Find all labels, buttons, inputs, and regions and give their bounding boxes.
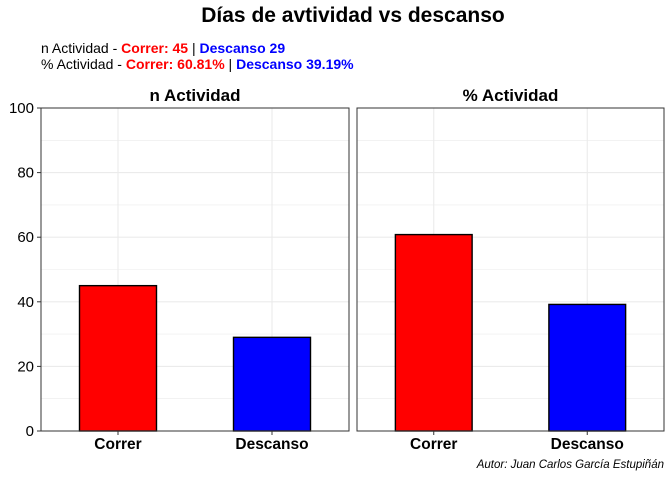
bar-correr	[78, 284, 158, 432]
panel-border	[40, 107, 350, 432]
subtitle-2-prefix: % Actividad -	[41, 56, 126, 72]
x-tick-label: Descanso	[551, 436, 624, 453]
y-tick-label: 0	[26, 423, 34, 440]
subtitle-1-separator: |	[188, 40, 200, 56]
bar-descanso	[548, 303, 627, 432]
subtitle-2-descanso: Descanso 39.19%	[236, 56, 354, 72]
subtitle-2-separator: |	[224, 56, 237, 72]
subtitle-1-prefix: n Actividad -	[41, 40, 122, 56]
x-tick-label: Correr	[94, 436, 141, 453]
subtitle-line-2: % Actividad - Correr: 60.81% | Descanso …	[41, 56, 354, 72]
x-tick-label: Correr	[410, 436, 457, 453]
author-caption: Autor: Juan Carlos García Estupiñán	[476, 459, 664, 471]
subtitle-1-descanso: Descanso 29	[199, 40, 286, 56]
panel-title: n Actividad	[150, 86, 241, 105]
chart-title: Días de avtividad vs descanso	[201, 4, 505, 27]
subtitle-line-1: n Actividad - Correr: 45 | Descanso 29	[41, 40, 285, 56]
x-tick-label: Descanso	[235, 436, 308, 453]
y-tick-label: 60	[17, 229, 34, 246]
y-tick-label: 40	[17, 294, 34, 311]
panel-title: % Actividad	[463, 86, 559, 105]
subtitle-1-correr: Correr: 45	[121, 40, 189, 56]
bar-correr	[394, 233, 473, 432]
subtitle-2-correr: Correr: 60.81%	[125, 56, 225, 72]
y-tick-label: 100	[9, 100, 34, 117]
panel-border	[356, 107, 665, 432]
y-tick-label: 20	[17, 358, 34, 375]
bar-descanso	[232, 336, 312, 432]
y-tick-label: 80	[17, 165, 34, 182]
